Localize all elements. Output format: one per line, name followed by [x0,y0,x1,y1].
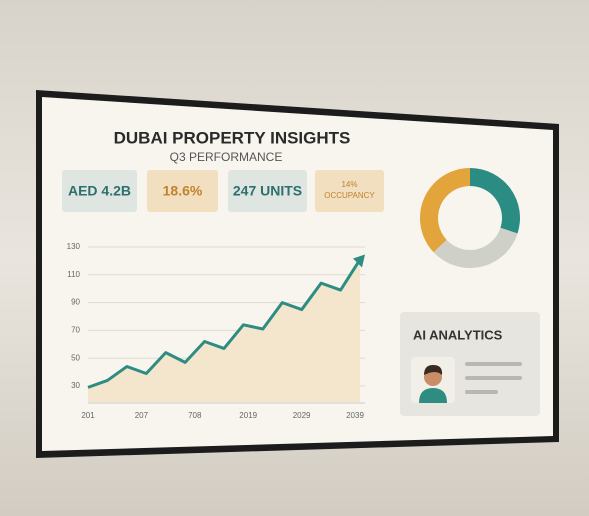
ai-title: AI ANALYTICS [413,327,503,342]
text-placeholder [465,390,498,394]
kpi-card [62,170,137,212]
donut-slice [419,168,470,253]
kpi-card [315,170,384,212]
y-tick-label: 130 [67,242,81,251]
y-tick-label: 90 [71,298,80,307]
kpi-value: 18.6% [163,183,203,199]
y-tick-label: 110 [67,270,80,279]
y-tick-label: 30 [71,381,80,390]
line [87,258,362,389]
y-tick-label: 70 [71,326,80,335]
x-tick-label: 2029 [293,411,311,420]
kpi-value: AED 4.2B [68,183,131,199]
kpi-card [147,170,218,212]
x-tick-label: 708 [188,411,202,420]
text-placeholder [465,362,522,366]
dashboard: DUBAI PROPERTY INSIGHTS Q3 PERFORMANCE AED… [62,128,540,420]
kpi-label: OCCUPANCY [324,191,375,200]
subtitle: Q3 PERFORMANCE [170,150,283,164]
text-placeholder [465,376,522,380]
avatar-body [419,388,447,403]
kpi-value: 14% [341,180,357,189]
x-tick-label: 2019 [239,411,257,420]
area [88,259,360,402]
donut-slice [433,227,518,268]
donut-slice [470,168,520,234]
x-tick-label: 201 [81,411,95,420]
x-tick-label: 207 [135,411,149,420]
y-tick-label: 50 [71,353,80,362]
avatar-hair [424,365,443,375]
kpi-value: 247 UNITS [233,183,302,199]
title: DUBAI PROPERTY INSIGHTS [114,128,351,147]
kpi-card [228,170,307,212]
arrow-head [353,254,365,268]
x-tick-label: 2039 [346,411,364,420]
